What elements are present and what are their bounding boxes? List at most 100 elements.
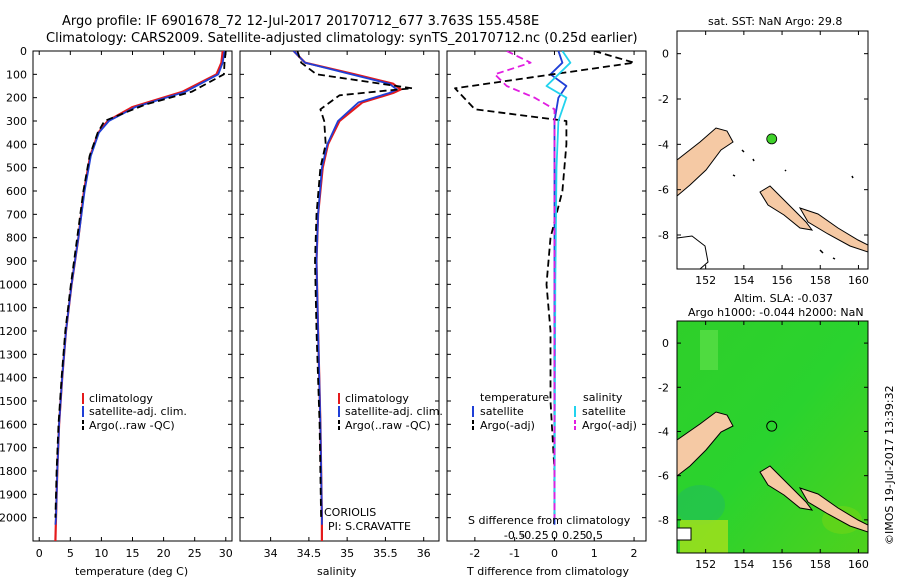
depth-tick-label: 1500 [0, 395, 27, 408]
x-tick-label: 25 [188, 547, 202, 560]
legend-s-argo-label: Argo(-adj) [582, 419, 637, 432]
depth-tick-label: 1600 [0, 418, 27, 431]
pi-label: PI: S.CRAVATTE [328, 520, 411, 533]
new-britain-land [677, 127, 734, 197]
solomon-islands-land [798, 207, 868, 253]
sst-map-title: sat. SST: NaN Argo: 29.8 [708, 15, 842, 28]
series-group [292, 51, 414, 541]
legend-argo-label: Argo(..raw -QC) [89, 419, 175, 432]
depth-tick-label: 400 [6, 138, 27, 151]
credit-text: ©IMOS 19-Jul-2017 13:39:32 [883, 385, 896, 545]
map-y-tick-label: -6 [658, 470, 669, 483]
map-y-tick-label: -2 [658, 93, 669, 106]
legend-temperature-header: temperature [480, 391, 549, 404]
x-tick-label: 0 [551, 547, 558, 560]
difference-panel [446, 50, 647, 542]
sla-map [677, 321, 868, 553]
map-y-tick-label: -6 [658, 184, 669, 197]
difference-legend: temperature salinity satellite Argo(-adj… [472, 391, 637, 432]
s-difference-ticks: -0.5-0.25 0 0.250.5 [504, 529, 603, 542]
depth-tick-label: 100 [6, 68, 27, 81]
depth-tick-label: 0 [20, 45, 27, 58]
salinity-panel [239, 50, 440, 542]
s-difference-label: S difference from climatology [468, 514, 631, 527]
map-x-tick-label: 160 [848, 274, 869, 287]
sla-map-axes: 152 154 156 158 160 0 -2 -4 -6 -8 [658, 321, 869, 571]
legend-t-argo-label: Argo(-adj) [480, 419, 535, 432]
x-tick-label: 0 [36, 547, 43, 560]
legend-s-satellite-label: satellite [582, 405, 626, 418]
x-tick-label: 35 [340, 547, 354, 560]
map-x-tick-label: 154 [733, 274, 754, 287]
legend-satellite-label: satellite-adj. clim. [89, 405, 187, 418]
series-line-satellite-adj-clim- [54, 51, 226, 525]
map-y-tick-label: -4 [658, 138, 669, 151]
map-x-tick-label: 154 [733, 558, 754, 571]
png-mainland-land [677, 527, 692, 541]
sst-map-axes: 152 154 156 158 160 0 -2 -4 -6 -8 [658, 31, 869, 287]
map-y-tick-label: 0 [662, 337, 669, 350]
legend-climatology-label: climatology [345, 392, 409, 405]
depth-tick-label: 1800 [0, 465, 27, 478]
title-line-2: Climatology: CARS2009. Satellite-adjuste… [46, 31, 638, 46]
legend-salinity-header: salinity [583, 391, 623, 404]
x-tick-label: 34.5 [297, 547, 322, 560]
legend-t-satellite-label: satellite [480, 405, 524, 418]
map-y-tick-label: -2 [658, 381, 669, 394]
salinity-legend: climatology satellite-adj. clim. Argo(..… [338, 392, 443, 432]
s-tick-label: 0.25 [562, 529, 587, 542]
map-x-tick-label: 160 [848, 558, 869, 571]
depth-tick-label: 700 [6, 208, 27, 221]
x-tick-label: 20 [157, 547, 171, 560]
legend-climatology-label: climatology [89, 392, 153, 405]
difference-xlabel: T difference from climatology [466, 565, 629, 578]
map-x-tick-label: 152 [695, 274, 716, 287]
temperature-xlabel: temperature (deg C) [75, 565, 188, 578]
solomon-islands-land [798, 487, 868, 533]
sla-map-title-1: Altim. SLA: -0.037 [734, 292, 833, 305]
series-line-satellite-adj-clim- [292, 51, 398, 525]
depth-tick-label: 1900 [0, 488, 27, 501]
depth-tick-label: 1000 [0, 278, 27, 291]
temperature-legend: climatology satellite-adj. clim. Argo(..… [82, 392, 187, 432]
bougainville-land [759, 185, 814, 231]
map-y-tick-label: 0 [662, 48, 669, 61]
sst-map [677, 31, 868, 269]
sla-map-frame [676, 320, 869, 554]
depth-tick-label: 900 [6, 255, 27, 268]
map-y-tick-label: -8 [658, 514, 669, 527]
sla-map-title-2: Argo h1000: -0.044 h2000: NaN [688, 306, 864, 319]
map-x-tick-label: 158 [810, 558, 831, 571]
depth-tick-label: 200 [6, 92, 27, 105]
x-tick-label: 1 [591, 547, 598, 560]
x-tick-label: 2 [631, 547, 638, 560]
depth-tick-label: 1300 [0, 348, 27, 361]
legend-satellite-label: satellite-adj. clim. [345, 405, 443, 418]
salinity-xlabel: salinity [317, 565, 357, 578]
series-line-argo-raw-qc- [296, 51, 414, 518]
map-y-tick-label: -4 [658, 425, 669, 438]
depth-tick-label: 600 [6, 185, 27, 198]
series-line-argo-adj- [454, 51, 635, 518]
s-tick-label: 0 [551, 529, 558, 542]
sst-map-frame [676, 30, 869, 270]
temperature-panel [32, 50, 233, 542]
temperature-plot: 0 5 10 15 20 25 30 [36, 51, 233, 560]
legend-argo-label: Argo(..raw -QC) [345, 419, 431, 432]
depth-tick-label: 1700 [0, 442, 27, 455]
outlying-islets [732, 149, 854, 260]
argo-location-marker [766, 420, 778, 432]
x-tick-label: 36 [417, 547, 431, 560]
s-tick-label: -0.25 [520, 529, 548, 542]
png-mainland-land [677, 235, 709, 269]
depth-tick-label: 1100 [0, 302, 27, 315]
x-tick-label: 35.5 [373, 547, 398, 560]
x-tick-label: 10 [94, 547, 108, 560]
depth-tick-label: 2000 [0, 512, 27, 525]
s-tick-label: -0.5 [504, 529, 525, 542]
series-group [54, 51, 227, 541]
map-x-tick-label: 152 [695, 558, 716, 571]
depth-tick-label: 300 [6, 115, 27, 128]
map-x-tick-label: 158 [810, 274, 831, 287]
